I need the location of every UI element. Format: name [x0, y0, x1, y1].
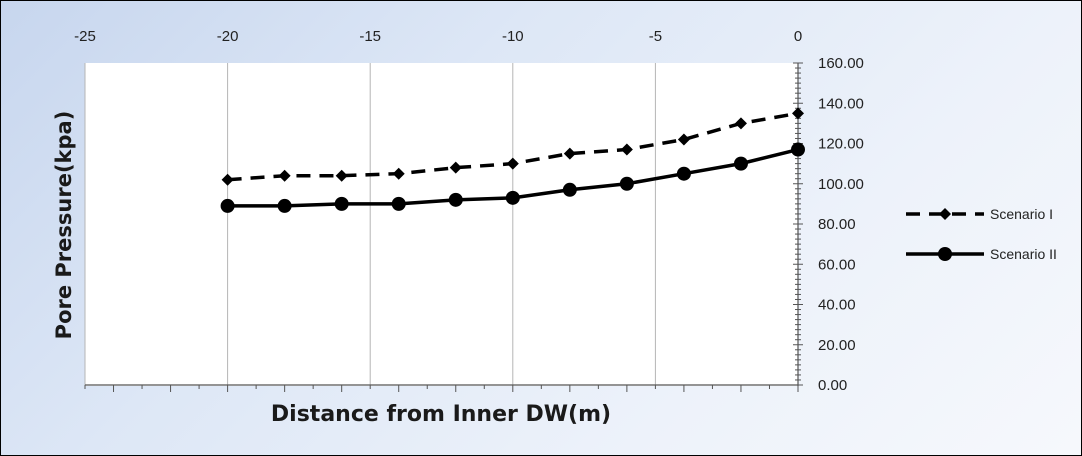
x-tick-label-4: -5 [649, 28, 662, 45]
y-tick-label-2: 40.00 [818, 297, 856, 314]
data-point-1-0 [221, 199, 235, 213]
y-tick-label-6: 120.00 [818, 136, 864, 153]
y-tick-label-8: 160.00 [818, 55, 864, 72]
data-point-1-9 [734, 157, 748, 171]
data-point-1-2 [335, 197, 349, 211]
x-tick-label-1: -20 [217, 28, 239, 45]
legend-marker-1 [938, 247, 952, 261]
y-tick-labels: 0.00 20.00 40.00 60.00 80.00 100.00 120.00 140.… [818, 55, 864, 394]
x-tick-labels: -25 -20 -15 -10 -5 0 [74, 28, 802, 45]
y-tick-label-1: 20.00 [818, 337, 856, 354]
y-tick-label-3: 60.00 [818, 256, 856, 273]
x-tick-label-2: -15 [359, 28, 381, 45]
y-tick-label-4: 80.00 [818, 216, 856, 233]
data-point-1-4 [449, 193, 463, 207]
plot-area [85, 63, 798, 386]
x-minor-ticks [85, 385, 798, 392]
data-point-1-1 [278, 199, 292, 213]
x-tick-label-3: -10 [502, 28, 524, 45]
y-axis-title: Pore Pressure(kpa) [52, 111, 76, 340]
legend-label-1: Scenario II [990, 246, 1057, 262]
y-tick-label-7: 140.00 [818, 95, 864, 112]
x-tick-label-0: -25 [74, 28, 96, 45]
data-point-1-5 [506, 191, 520, 205]
data-point-1-7 [620, 177, 634, 191]
legend: Scenario I Scenario II [906, 206, 1057, 262]
data-point-1-6 [563, 183, 577, 197]
data-point-1-10 [791, 143, 805, 157]
y-tick-label-0: 0.00 [818, 377, 847, 394]
x-axis-title: Distance from Inner DW(m) [271, 402, 611, 427]
legend-marker-0 [939, 208, 951, 220]
legend-label-0: Scenario I [990, 206, 1053, 222]
y-tick-label-5: 100.00 [818, 176, 864, 193]
x-tick-label-5: 0 [794, 28, 802, 45]
data-point-1-3 [392, 197, 406, 211]
data-point-1-8 [677, 167, 691, 181]
